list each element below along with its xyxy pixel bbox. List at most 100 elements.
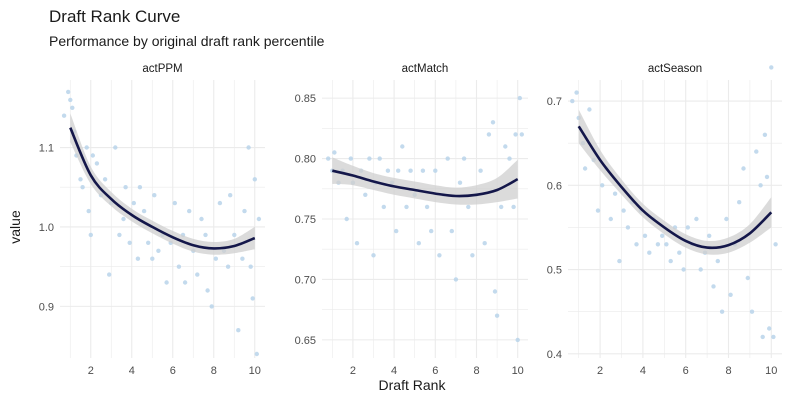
panel-title-actmatch: actMatch [402,63,449,75]
x-tick-label: 4 [129,365,135,377]
data-point [107,272,112,277]
data-point [400,144,405,149]
data-point [625,225,631,230]
data-point [70,105,75,111]
data-point [102,177,108,182]
data-point [344,216,349,222]
data-point [574,90,579,95]
y-tick-label: 0.75 [295,214,316,226]
data-point [634,242,639,247]
x-tick-label: 2 [350,365,356,377]
data-point [217,200,223,206]
data-point [232,232,237,238]
data-point [250,296,255,301]
data-point [429,228,434,234]
data-point [655,242,661,247]
data-point [150,256,155,261]
data-point [213,256,218,261]
data-point [123,185,128,190]
data-point [737,200,742,205]
data-point [433,168,438,173]
y-tick-label: 0.4 [547,349,562,361]
data-point [195,272,200,277]
data-point [88,232,94,238]
chart-subtitle: Performance by original draft rank perce… [49,33,325,49]
y-tick-label: 0.6 [547,180,562,192]
y-axis-title: value [7,210,23,244]
data-point [707,233,712,238]
data-point [66,89,71,95]
data-point [209,304,214,309]
smooth-line [332,169,519,198]
x-tick-label: 10 [765,365,777,377]
data-point [396,168,401,173]
data-point [416,241,421,246]
data-point [677,250,682,255]
data-point [228,193,233,198]
data-point [394,228,399,234]
confidence-band [578,109,772,255]
data-point [745,275,750,281]
data-point [371,253,376,258]
data-point [466,204,471,210]
data-point [367,156,372,161]
data-point [254,351,259,357]
data-point [90,153,96,158]
x-tick-label: 4 [640,365,646,377]
data-point [420,168,426,173]
data-point [758,183,763,188]
data-point [225,264,231,269]
data-point [664,242,669,247]
x-tick-label: 10 [512,365,524,377]
data-point [694,216,699,222]
data-point [612,191,618,196]
data-point [517,95,522,101]
data-point [146,240,151,245]
data-point [711,284,716,289]
y-tick-label: 1.1 [39,143,54,155]
data-point [470,253,475,258]
data-point [121,216,126,222]
data-point [728,292,733,297]
panel-title-actseason: actSeason [648,63,702,75]
data-point [457,180,463,185]
data-point [424,204,430,210]
data-point [511,204,516,210]
data-point [513,132,518,137]
data-point [478,168,483,173]
data-point [461,156,467,161]
data-point [199,216,204,222]
data-point [332,150,337,155]
data-point [681,267,686,272]
data-point [172,200,177,206]
data-point [176,264,182,269]
data-point [86,208,91,214]
data-point [164,280,169,285]
data-point [519,132,524,137]
data-point [437,253,442,258]
data-point [348,156,353,161]
data-point [127,240,132,245]
data-point [486,132,492,137]
data-point [137,185,143,190]
data-point [326,156,331,161]
x-tick-label: 2 [88,365,94,377]
data-point [582,166,588,171]
data-point [595,208,601,213]
data-point [773,242,778,247]
data-point [482,241,487,246]
confidence-band [332,157,518,205]
data-point [642,233,648,238]
data-point [240,256,245,261]
data-point [767,326,772,331]
data-point [113,145,118,150]
data-point [246,145,251,150]
x-tick-label: 8 [473,365,479,377]
data-point [453,277,459,282]
confidence-band [70,113,255,255]
data-point [236,328,241,333]
data-point [490,120,496,125]
data-point [377,156,382,161]
data-point [80,185,85,190]
